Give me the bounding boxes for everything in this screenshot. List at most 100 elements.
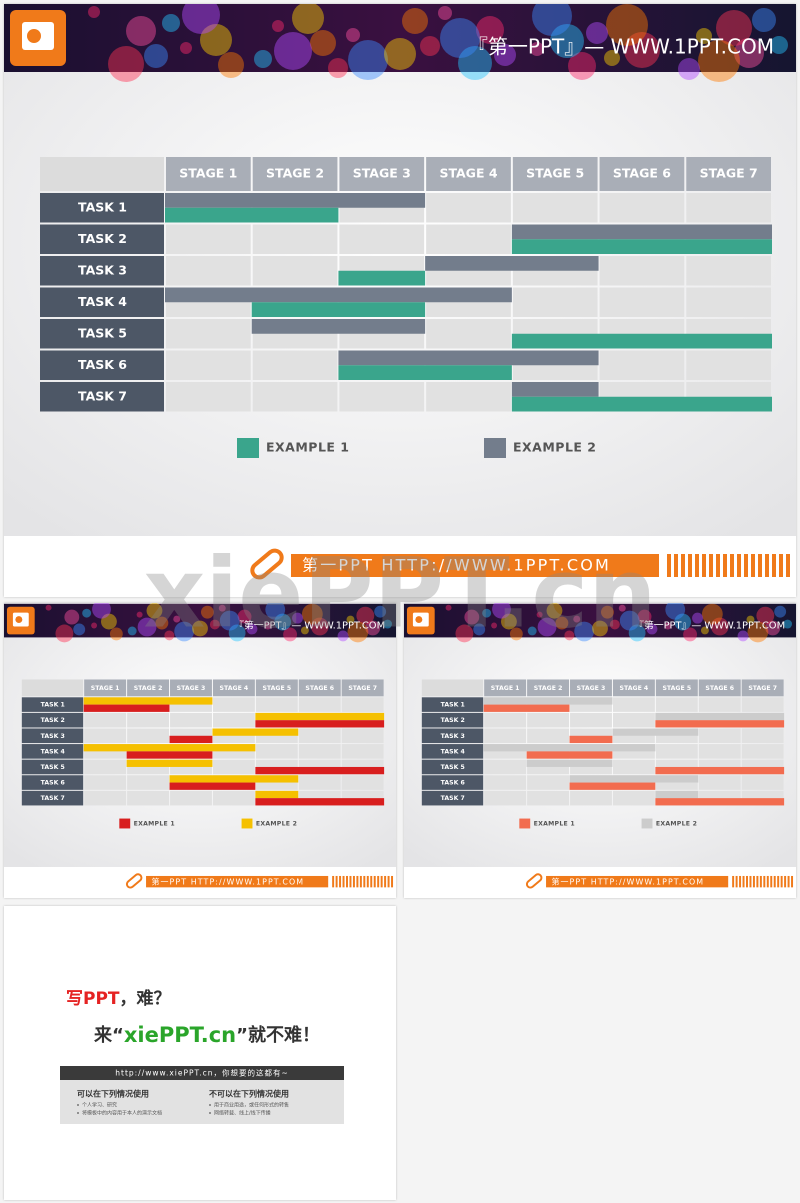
stage-label: STAGE 3: [353, 166, 411, 181]
task-label: TASK 6: [78, 357, 127, 372]
gantt-bar: [83, 704, 170, 712]
grid-cell: [698, 728, 741, 744]
gantt-bar: [338, 350, 599, 366]
stage-label: STAGE 1: [491, 685, 520, 692]
legend-swatch: [484, 438, 506, 458]
gantt-bar: [511, 333, 772, 349]
grid-cell: [252, 350, 338, 380]
header-text: 『第一PPT』— WWW.1PPT.COM: [234, 619, 385, 632]
header-bokeh: [674, 613, 692, 631]
header-bokeh: [536, 611, 543, 618]
footer-stripe: [786, 554, 790, 577]
header-bokeh: [265, 603, 286, 620]
gantt-bar: [569, 775, 699, 783]
task-label: TASK 1: [41, 702, 65, 709]
header-bokeh: [664, 622, 672, 630]
header-bokeh: [482, 608, 492, 618]
footer-stripe: [737, 554, 741, 577]
grid-cell: [252, 224, 338, 254]
footer-pen: [250, 548, 284, 580]
header-bokeh: [473, 623, 486, 636]
footer-stripe: [377, 875, 380, 888]
header-bokeh: [683, 627, 698, 642]
header-bokeh: [88, 6, 100, 18]
legend-swatch: [119, 818, 131, 829]
header-bokeh: [292, 612, 303, 624]
grid-cell: [527, 790, 570, 806]
header-bg: [404, 603, 796, 638]
header-bokeh: [546, 603, 563, 619]
gantt-bar: [83, 697, 213, 705]
grid-cell: [599, 350, 685, 380]
header-bokeh: [458, 46, 492, 80]
gantt-bar: [483, 744, 656, 752]
grid-cell: [686, 256, 771, 286]
header-bokeh: [254, 50, 272, 68]
grid-cell: [599, 256, 685, 286]
task-cell: [21, 744, 84, 759]
header-bokeh: [283, 627, 298, 642]
grid-cell: [166, 382, 251, 412]
header-bg: [4, 603, 396, 638]
header-bokeh: [628, 624, 646, 642]
header-bokeh: [564, 630, 575, 641]
gantt-bar: [511, 396, 772, 412]
promo-text: ，难？: [120, 988, 171, 1009]
legend-label: EXAMPLE 2: [256, 821, 297, 828]
header-bokeh: [91, 622, 98, 629]
stage-header: [127, 679, 170, 697]
footer-stripe: [332, 875, 335, 888]
grid-cell: [127, 728, 170, 744]
gantt-bar: [569, 782, 656, 790]
header-bokeh: [701, 603, 723, 625]
footer-stripe: [770, 875, 773, 888]
footer-stripe: [749, 875, 752, 888]
header-bokeh: [337, 630, 349, 642]
grid-cell: [512, 193, 598, 223]
header-bokeh: [356, 606, 375, 625]
footer-stripe: [751, 554, 755, 577]
task-cell: [421, 697, 484, 712]
grid-cell: [170, 712, 212, 728]
header-bokeh: [774, 605, 787, 618]
footer-stripe: [391, 875, 394, 888]
task-label: TASK 4: [78, 294, 127, 309]
footer-stripe: [366, 875, 369, 888]
legend-label: EXAMPLE 1: [266, 440, 350, 455]
header-bokeh: [574, 621, 595, 642]
header-bokeh: [246, 623, 258, 635]
grid-cell: [612, 697, 655, 712]
gantt-bar: [255, 712, 385, 721]
gantt-bar: [338, 365, 512, 380]
task-cell: [40, 350, 164, 380]
task-cell: [421, 728, 484, 744]
legend-swatch: [641, 818, 653, 829]
stage-header: [341, 679, 384, 697]
task-label: TASK 2: [41, 717, 65, 724]
header-bokeh: [527, 626, 537, 636]
slide: 『第一PPT』— WWW.1PPT.COM STAGE 1 STAGE 2 STAGE…: [4, 4, 796, 597]
grid-cell: [741, 697, 784, 712]
header-bokeh: [530, 42, 544, 56]
footer-stripe: [363, 875, 366, 888]
corner-cell: [421, 679, 484, 697]
grid-cell: [252, 382, 338, 412]
stage-label: STAGE 5: [262, 685, 291, 692]
header-bokeh: [346, 615, 355, 624]
footer-stripe: [746, 875, 748, 888]
legend-label: EXAMPLE 2: [513, 440, 597, 455]
footer-stripe: [370, 875, 373, 888]
stage-label: STAGE 6: [705, 685, 734, 692]
gantt-bar: [255, 766, 385, 775]
slide: 『第一PPT』— WWW.1PPT.COM STAGE 1 STAGE 2 STAGE…: [4, 603, 396, 898]
header-bokeh: [348, 40, 388, 80]
footer-pen: [525, 873, 543, 889]
task-cell: [21, 759, 84, 775]
grid-cell: [341, 775, 384, 790]
gantt-bar: [212, 728, 299, 736]
footer-stripe: [777, 875, 780, 888]
stage-header: [84, 679, 127, 697]
stage-header: [686, 157, 771, 191]
grid-cell: [84, 759, 127, 775]
grid-cell: [527, 728, 570, 744]
